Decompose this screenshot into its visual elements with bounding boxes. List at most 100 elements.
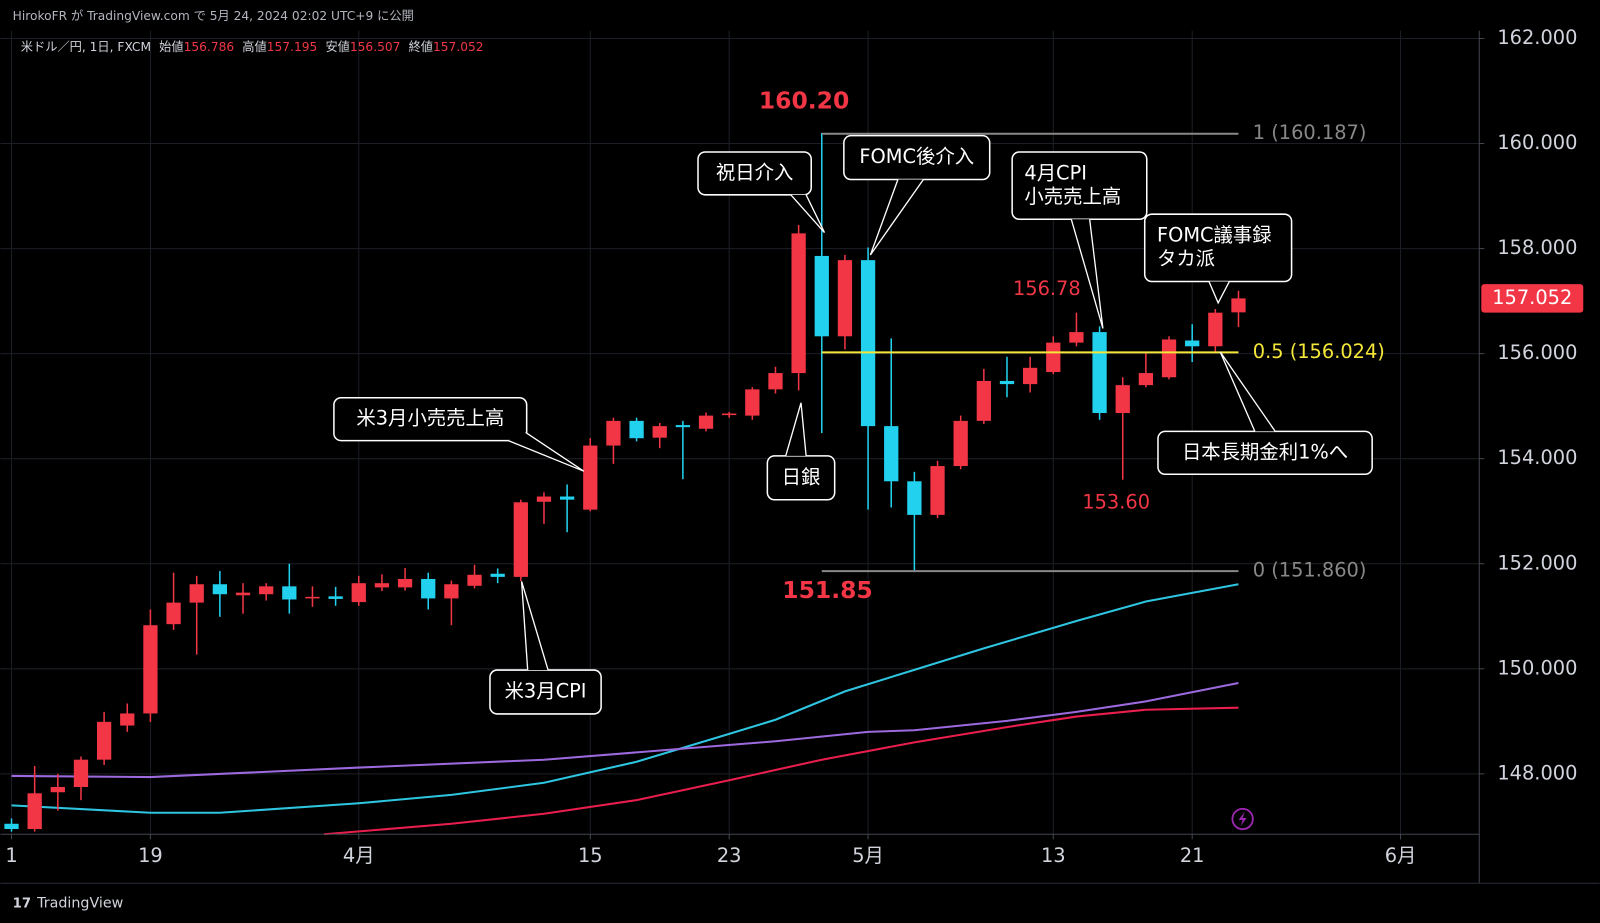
x-tick-label: 4月 [343, 844, 375, 867]
candle-body [513, 502, 528, 577]
y-tick-label: 162.000 [1497, 26, 1577, 49]
callout-text: タカ派 [1157, 247, 1215, 270]
candle-body [235, 592, 251, 596]
ohlc-label: 終値 [409, 38, 433, 53]
candle-body [444, 584, 459, 599]
y-tick-label: 148.000 [1497, 761, 1577, 784]
candle-body [490, 573, 505, 577]
callout-pointer [1208, 281, 1230, 305]
x-tick-label: 5月 [852, 844, 884, 867]
candle-body [930, 466, 945, 515]
candle-body [791, 233, 806, 374]
y-tick-label: 158.000 [1497, 236, 1577, 259]
candle-body [120, 713, 135, 726]
candle-body [1231, 298, 1246, 313]
candle-body [583, 445, 598, 510]
footer-logo: 17 [13, 897, 31, 912]
price-badge-label: 157.052 [1492, 286, 1572, 309]
candle-body [652, 426, 667, 438]
candle-body [860, 260, 876, 427]
candle-body [96, 721, 112, 760]
candle-body [1092, 332, 1107, 413]
ohlc-value: 157.052 [433, 39, 484, 53]
price-label: 160.20 [759, 86, 849, 114]
fib-label: 1 (160.187) [1253, 121, 1367, 144]
candle-body [1138, 373, 1154, 386]
candle-body [999, 380, 1015, 385]
callout-text: 米3月CPI [505, 679, 587, 702]
ohlc-value: 156.507 [350, 39, 401, 53]
candle-body [907, 481, 922, 515]
x-tick-label: 23 [717, 844, 742, 867]
callout: 祝日介入 [697, 151, 826, 233]
candle-body [814, 255, 829, 337]
candle-body [50, 786, 65, 793]
price-badge [1481, 284, 1584, 313]
candle-body [166, 602, 181, 625]
candle-body [698, 415, 714, 429]
candle-body [976, 380, 991, 421]
x-tick-label: 13 [1041, 844, 1066, 867]
alert-icon [1231, 807, 1254, 831]
moving-average [323, 706, 1239, 836]
candle-body [374, 583, 390, 588]
callout-text: FOMC議事録 [1157, 224, 1272, 247]
candle-body [1185, 340, 1200, 347]
callout-box [697, 151, 812, 196]
callout: FOMC後介入 [843, 134, 991, 256]
overlay: 1 (160.187) 0.5 (156.024) 0 (151.860) 160.2… [333, 86, 1385, 715]
candle-body [837, 260, 853, 337]
symbol-legend: 米ドル／円, 1日, FXCM 始値156.786 高値157.195 安値156.5… [21, 38, 484, 53]
x-tick-label: 6月 [1385, 844, 1417, 867]
icon-bolt [1238, 811, 1247, 827]
callout-text: FOMC後介入 [859, 145, 974, 168]
moving-average [11, 682, 1239, 779]
x-tick-label: 19 [138, 844, 163, 867]
candle-body [467, 574, 482, 586]
candle-body [559, 496, 575, 500]
callout-box [333, 396, 528, 442]
callout-text: 4月CPI [1024, 161, 1087, 184]
x-tick-label: 21 [1180, 844, 1205, 867]
icon-circle [1231, 807, 1254, 831]
callout: 日本長期金利1%へ [1157, 351, 1373, 476]
symbol: 米ドル／円, 1日, FXCM [21, 39, 151, 53]
candle-body [722, 413, 737, 416]
callout-text: 米3月小売売上高 [356, 407, 504, 430]
candle-body [629, 420, 644, 439]
callout: 日銀 [766, 402, 836, 501]
y-tick-label: 150.000 [1497, 656, 1577, 679]
y-tick-label: 160.000 [1497, 131, 1577, 154]
callout: 米3月小売売上高 [333, 396, 585, 472]
plot-area [4, 133, 1246, 836]
callout-pointer [790, 194, 826, 233]
candle-body [27, 793, 42, 830]
fib-label: 0 (151.860) [1253, 559, 1367, 582]
candle-body [1046, 342, 1061, 373]
callout-text: 日銀 [782, 465, 821, 488]
candle-body [143, 625, 158, 714]
callout-pointer [508, 431, 585, 472]
candle-body [397, 578, 413, 588]
candle-body [328, 596, 343, 599]
candle-body [189, 584, 204, 603]
callout: 米3月CPI [489, 581, 602, 715]
candle-body [212, 584, 228, 595]
candle-body [606, 420, 621, 446]
moving-average [11, 583, 1239, 814]
ohlc-value: 157.195 [267, 39, 318, 53]
callout-text: 日本長期金利1%へ [1182, 440, 1348, 463]
candle-body [259, 586, 274, 595]
candle-body [1208, 312, 1223, 347]
candle-body [884, 426, 899, 482]
price-label: 151.85 [782, 576, 872, 604]
x-tick-label: 1 [5, 844, 17, 867]
candle-body [1115, 385, 1130, 413]
callout-pointer [1070, 219, 1104, 329]
callout-pointer [785, 402, 807, 457]
callout-text: 祝日介入 [716, 161, 793, 184]
y-tick-label: 156.000 [1497, 341, 1577, 364]
